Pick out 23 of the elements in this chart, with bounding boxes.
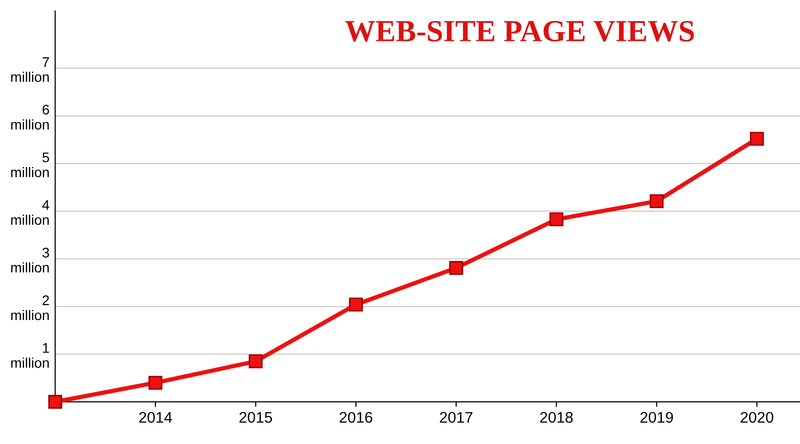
point xyxy=(48,394,62,409)
x-tick-label: 2018 xyxy=(540,412,573,423)
point xyxy=(348,298,363,312)
x-tick-label: 2016 xyxy=(340,412,372,423)
y-tick-label: 1 million xyxy=(11,343,49,368)
y-tick-label: 2 million xyxy=(11,295,49,320)
point xyxy=(750,132,764,146)
x-tick-label: 2014 xyxy=(139,412,172,423)
chart-title: WEB-SITE PAGE VIEWS xyxy=(345,20,694,42)
point xyxy=(148,376,162,390)
point xyxy=(248,354,263,368)
y-tick-label: 7 million xyxy=(11,57,49,82)
x-tick-label: 2015 xyxy=(239,412,272,423)
point xyxy=(449,260,464,275)
x-tick-label: 2020 xyxy=(740,412,774,423)
y-tick-label: 3 million xyxy=(11,248,50,273)
y-tick-label: 4 million xyxy=(11,200,50,225)
x-tick-label: 2017 xyxy=(440,412,472,423)
point xyxy=(549,212,564,226)
y-tick-label: 5 million xyxy=(11,152,50,178)
y-tick-label: 6 million xyxy=(11,104,50,130)
x-tick-label: 2019 xyxy=(640,412,673,423)
point xyxy=(650,194,664,208)
